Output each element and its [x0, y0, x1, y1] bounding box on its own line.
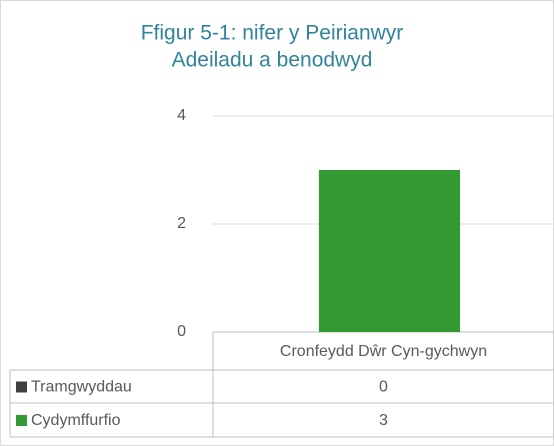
chart-title: Ffigur 5-1: nifer y Peirianwyr [141, 22, 404, 45]
legend-key [16, 415, 27, 426]
y-tick-label: 0 [177, 323, 186, 340]
table-value: 0 [379, 379, 388, 396]
legend-label: Cydymffurfio [31, 412, 121, 429]
y-tick-label: 2 [177, 215, 186, 232]
legend-label: Tramgwyddau [31, 379, 132, 396]
x-tick-label: Cronfeydd Dŵr Cyn-gychwyn [280, 343, 487, 360]
y-tick-label: 4 [177, 107, 186, 124]
table-value: 3 [379, 412, 388, 429]
bar [318, 170, 461, 332]
chart-title: Adeiladu a benodwyd [172, 49, 373, 72]
legend-key [16, 381, 27, 393]
